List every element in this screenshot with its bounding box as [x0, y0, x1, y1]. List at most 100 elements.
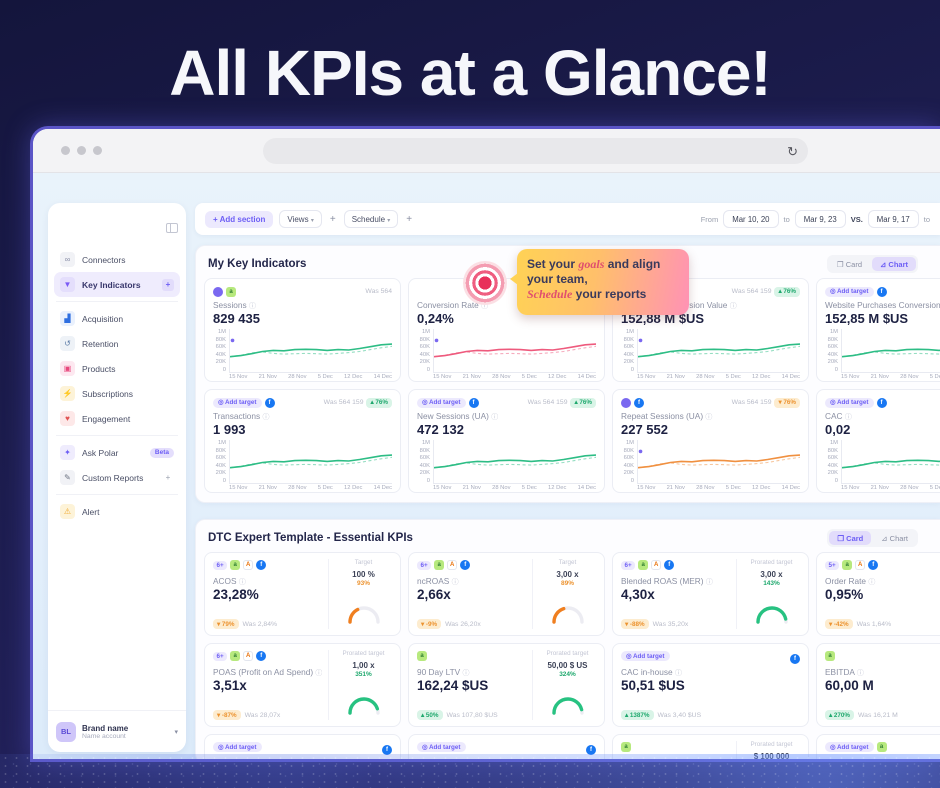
kpi-value: 152,85 M $US: [825, 311, 909, 326]
sidebar-item-connectors[interactable]: ∞ Connectors: [54, 247, 180, 272]
y-axis-labels: 1M 80K 60K 40K 20K 0: [417, 329, 433, 373]
kpi-title: ACOS ⓘ: [213, 576, 246, 586]
x-tick: 12 Dec: [548, 374, 567, 380]
to-label: to: [783, 214, 790, 224]
info-icon[interactable]: ⓘ: [868, 579, 876, 586]
analytics-icon: A: [243, 651, 254, 661]
info-icon[interactable]: ⓘ: [451, 579, 459, 586]
sidebar-item-custom-reports[interactable]: ✎ Custom Reports +: [54, 465, 180, 490]
reload-icon[interactable]: ↻: [787, 143, 798, 159]
info-icon[interactable]: ⓘ: [315, 670, 322, 677]
kpi-chart-card: a Was 564 Sessions ⓘ 829 435 1M 80K 60K 40K 20K 0…: [204, 278, 401, 382]
add-target-button[interactable]: ◎ Add target: [825, 397, 874, 408]
previous-value: Was 26,20x: [445, 620, 481, 628]
shopify-icon: a: [638, 560, 649, 570]
window-close-button[interactable]: [61, 146, 70, 155]
source-count-badge: 6+: [213, 651, 228, 661]
views-dropdown[interactable]: Views ▾: [279, 210, 322, 228]
add-section-button[interactable]: + Add section: [205, 210, 274, 228]
add-target-button[interactable]: ◎ Add target: [213, 397, 262, 408]
add-view-button[interactable]: +: [329, 213, 336, 225]
y-tick: 80K: [215, 447, 226, 454]
y-axis-labels: 1M 80K 60K 40K 20K 0: [417, 440, 433, 484]
sidebar-item-ask-polar[interactable]: ✦ Ask Polar Beta: [54, 440, 180, 465]
facebook-icon: f: [586, 745, 596, 755]
y-tick: 40K: [215, 462, 226, 469]
section-title: DTC Expert Template - Essential KPIs: [208, 532, 413, 544]
info-icon[interactable]: ⓘ: [856, 670, 864, 677]
shopify-icon: a: [621, 742, 631, 752]
date-to-input[interactable]: Mar 9, 23: [794, 210, 846, 228]
add-target-button[interactable]: ◎ Add target: [621, 651, 670, 661]
info-icon[interactable]: ⓘ: [491, 414, 499, 421]
kpi-value-card: ◎ Add target f CAC in-house ⓘ 50,51 $US ▴ 13…: [612, 643, 809, 727]
previous-value: Was 1,64%: [856, 620, 892, 628]
info-icon[interactable]: ⓘ: [248, 303, 256, 310]
info-icon[interactable]: ⓘ: [262, 414, 270, 421]
card-view-button[interactable]: ❐ Card: [836, 259, 863, 269]
sidebar-item-subscriptions[interactable]: ⚡ Subscriptions: [54, 381, 180, 406]
source-icon-purple: [213, 286, 223, 297]
y-tick: 60K: [827, 455, 838, 462]
y-tick: 40K: [623, 351, 634, 358]
y-tick: 20K: [623, 359, 634, 366]
x-tick: 28 Nov: [288, 374, 307, 380]
window-zoom-button[interactable]: [93, 146, 102, 155]
sidebar-item-key-indicators[interactable]: ▼ Key Indicators +: [54, 272, 180, 297]
add-target-button[interactable]: ◎ Add target: [825, 742, 874, 752]
schedule-dropdown[interactable]: Schedule ▾: [343, 210, 399, 228]
info-icon[interactable]: ⓘ: [462, 670, 470, 677]
add-target-button[interactable]: ◎ Add target: [213, 742, 262, 752]
add-target-button[interactable]: ◎ Add target: [825, 286, 874, 297]
kpi-line-chart: 1M 80K 60K 40K 20K 0: [825, 440, 940, 484]
x-tick: 15 Nov: [841, 485, 860, 491]
chevron-down-icon: ▾: [174, 728, 178, 736]
add-report-button[interactable]: +: [165, 473, 171, 482]
sidebar-item-retention[interactable]: ↺ Retention: [54, 331, 180, 356]
info-icon[interactable]: ⓘ: [844, 414, 852, 421]
x-tick: 21 Nov: [666, 374, 685, 380]
sidebar-item-alert[interactable]: ⚠ Alert: [54, 499, 180, 524]
info-icon[interactable]: ⓘ: [674, 670, 682, 677]
target-attainment: 89%: [560, 580, 574, 587]
info-icon[interactable]: ⓘ: [705, 414, 713, 421]
y-tick: 60K: [827, 344, 838, 351]
y-tick: 60K: [215, 455, 226, 462]
y-tick: 80K: [623, 336, 634, 343]
card-view-button[interactable]: ❐ Card: [829, 531, 872, 545]
x-tick: 14 Dec: [373, 374, 392, 380]
add-target-button[interactable]: ◎ Add target: [417, 397, 466, 408]
repeat-icon: ↺: [60, 336, 75, 351]
date-from-input[interactable]: Mar 10, 20: [723, 210, 779, 228]
date-compare-input[interactable]: Mar 9, 17: [867, 210, 919, 228]
chart-view-button[interactable]: ⊿ Chart: [881, 533, 908, 543]
plot-area: [433, 440, 597, 484]
kpi-title: Transactions ⓘ: [213, 411, 270, 421]
chart-icon: ⊿: [881, 533, 888, 543]
sidebar-item-products[interactable]: ▣ Products: [54, 356, 180, 381]
window-minimize-button[interactable]: [77, 146, 86, 155]
previous-value: Was 564 159: [323, 399, 364, 406]
kpi-value: 472 132: [417, 422, 464, 437]
account-switcher[interactable]: BL Brand name Name account ▾: [48, 710, 186, 752]
kpi-title: New Sessions (UA) ⓘ: [417, 411, 499, 421]
window-controls[interactable]: [61, 146, 102, 155]
collapse-sidebar-icon[interactable]: [166, 223, 178, 233]
kpi-title: 90 Day LTV ⓘ: [417, 667, 470, 677]
add-schedule-button[interactable]: +: [406, 213, 413, 225]
address-bar[interactable]: ↻: [263, 138, 808, 164]
add-indicator-button[interactable]: +: [162, 278, 174, 291]
kpi-value: 4,30x: [621, 587, 655, 602]
info-icon[interactable]: ⓘ: [705, 579, 713, 586]
plot-area: [433, 329, 597, 373]
info-icon[interactable]: ⓘ: [481, 303, 489, 310]
sidebar-item-acquisition[interactable]: ▟ Acquisition: [54, 306, 180, 331]
x-tick: 15 Nov: [841, 374, 860, 380]
info-icon[interactable]: ⓘ: [238, 579, 246, 586]
chart-view-button[interactable]: ⊿ Chart: [872, 257, 916, 271]
info-icon[interactable]: ⓘ: [729, 303, 737, 310]
target-attainment: 351%: [355, 671, 372, 678]
add-target-button[interactable]: ◎ Add target: [417, 742, 466, 752]
sidebar-item-engagement[interactable]: ♥ Engagement: [54, 406, 180, 431]
